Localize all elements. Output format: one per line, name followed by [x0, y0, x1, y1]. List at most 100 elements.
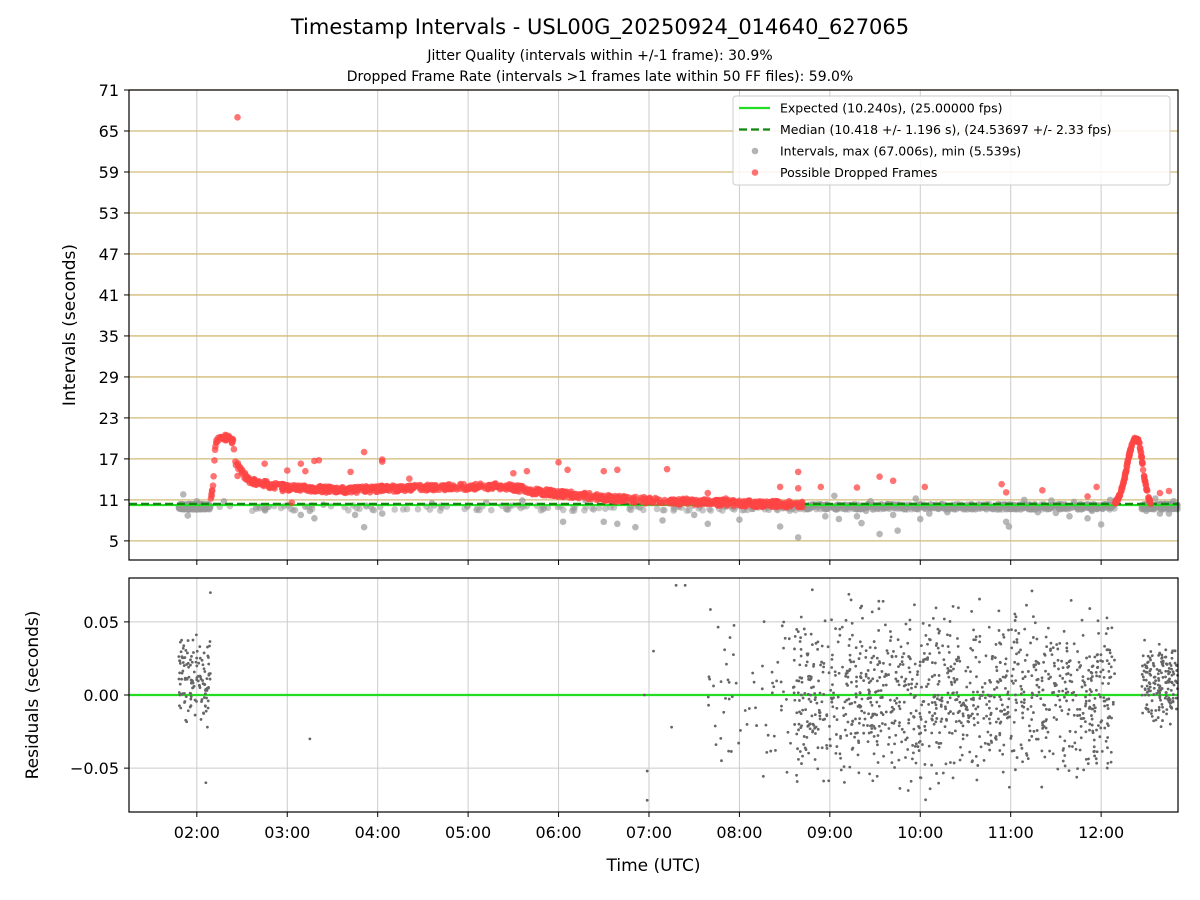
residual-point [843, 728, 847, 732]
residual-point [855, 675, 858, 679]
residual-point [770, 670, 774, 674]
residual-point [1006, 690, 1010, 694]
residual-point [890, 654, 894, 658]
residual-point [1085, 656, 1088, 660]
residual-point [195, 664, 199, 668]
residual-point [793, 647, 796, 651]
residual-point [998, 695, 1002, 699]
residual-point [1041, 688, 1045, 692]
dropped-frame-point [853, 484, 861, 491]
residual-point [1025, 653, 1029, 657]
residual-point [1083, 720, 1087, 724]
residual-point [835, 745, 839, 748]
residual-point [1103, 704, 1107, 708]
residual-point [949, 665, 953, 669]
residual-point [930, 731, 934, 735]
residual-point [986, 742, 990, 746]
dropped-frame-point [302, 467, 309, 475]
residual-point [1037, 690, 1041, 694]
residual-point [942, 617, 946, 621]
residual-point [1054, 703, 1058, 707]
residual-point [1173, 661, 1177, 665]
residual-point [988, 678, 991, 682]
residual-point [923, 763, 927, 766]
residual-point [800, 724, 803, 728]
residual-point [812, 665, 815, 668]
residual-point [859, 671, 863, 675]
residual-point [1158, 696, 1162, 700]
residual-point [913, 603, 916, 607]
interval-point [1156, 510, 1164, 517]
interval-point [690, 511, 698, 519]
residual-point [883, 623, 887, 627]
residual-point [961, 733, 965, 737]
interval-point [1088, 507, 1096, 515]
residual-point [953, 662, 957, 666]
residual-point [191, 638, 195, 642]
residual-point [949, 710, 952, 713]
residual-point [889, 630, 892, 633]
residual-point [924, 634, 928, 637]
residual-point [1069, 598, 1073, 602]
residual-point [1152, 686, 1156, 690]
residual-point [1014, 629, 1018, 632]
residual-point [895, 679, 899, 683]
residual-point [860, 697, 864, 701]
dropped-frame-point [663, 465, 671, 473]
dropped-frame-point [701, 497, 708, 504]
top-plot-frame [128, 89, 1179, 561]
residual-point [987, 625, 991, 629]
residual-point [883, 675, 887, 678]
residual-point [1017, 631, 1021, 635]
residual-point [1040, 676, 1044, 680]
bottom-plot-frame [128, 577, 1179, 813]
interval-point [351, 511, 359, 519]
residual-point [884, 672, 888, 676]
residual-point [936, 693, 940, 697]
residual-point [906, 641, 910, 645]
residual-point [1102, 675, 1106, 679]
residual-point [839, 736, 842, 740]
residual-point [1111, 700, 1115, 704]
residual-point [1157, 690, 1161, 694]
residual-point [962, 702, 966, 706]
residual-point [842, 714, 846, 718]
residual-point [1067, 769, 1071, 773]
residual-point [986, 730, 990, 734]
residual-point [1109, 665, 1113, 669]
residual-point [1160, 687, 1164, 690]
residual-point [1065, 649, 1069, 653]
interval-point [876, 530, 883, 538]
residual-point [199, 675, 202, 679]
residual-point [719, 736, 723, 740]
residual-point [836, 640, 840, 644]
residual-point [920, 685, 923, 689]
y-tick-label: 47 [99, 245, 119, 264]
residual-point [798, 699, 801, 702]
residual-point [946, 700, 950, 704]
residual-point [1141, 654, 1145, 658]
residual-point [970, 697, 973, 701]
residual-point [206, 706, 210, 710]
residual-point [801, 696, 805, 700]
residual-point [792, 691, 796, 695]
residual-point [1166, 687, 1170, 691]
y-tick-label: 59 [99, 163, 119, 182]
dropped-frame-point [661, 496, 668, 504]
residual-point [864, 672, 868, 676]
residual-point [1007, 785, 1011, 789]
dropped-frame-point [722, 495, 730, 502]
residual-point [1031, 615, 1035, 619]
residual-point [1175, 707, 1178, 711]
residual-point [976, 690, 979, 694]
dropped-frame-point [279, 487, 287, 495]
residual-point [1072, 642, 1076, 646]
residual-point [898, 662, 902, 666]
residual-point [1093, 706, 1097, 710]
residual-point [1065, 641, 1069, 645]
dropped-frame-point [230, 445, 238, 453]
residual-point [902, 730, 906, 734]
interval-point [912, 495, 920, 502]
residual-point [1019, 692, 1023, 696]
residual-point [189, 695, 193, 699]
